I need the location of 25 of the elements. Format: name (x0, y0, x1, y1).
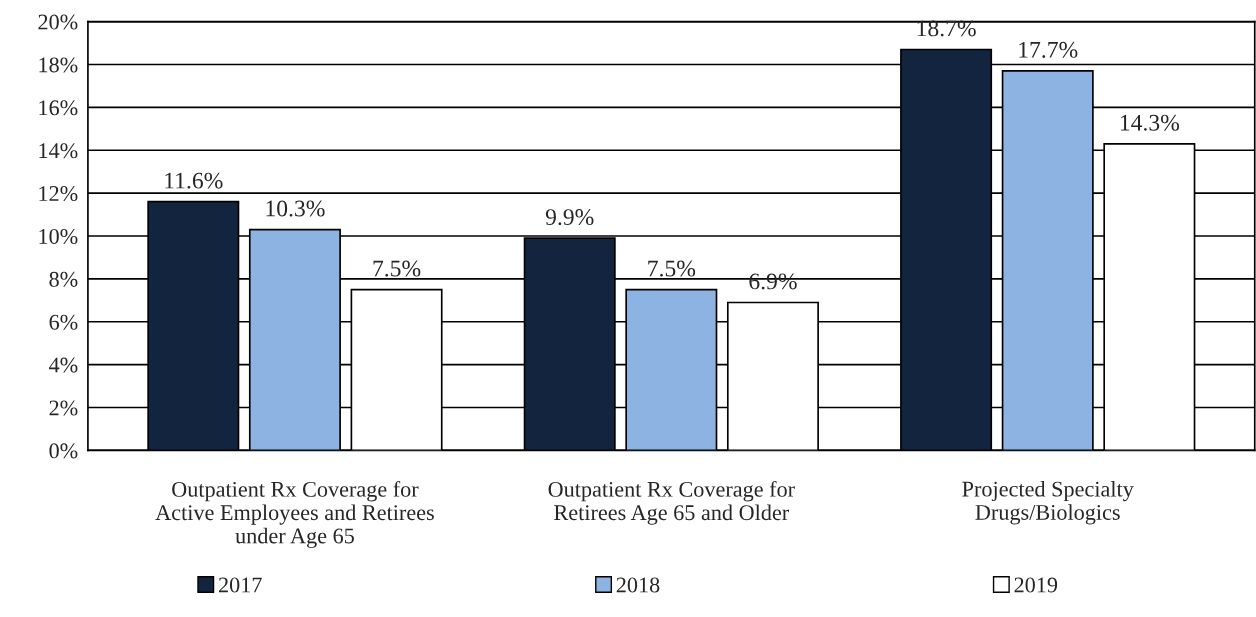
data-label: 18.7% (917, 20, 976, 37)
data-label: 14.3% (1120, 114, 1180, 131)
y-tick-label: 18% (39, 57, 78, 73)
y-tick-label: 6% (49, 314, 78, 330)
legend-label: 2017 (218, 577, 262, 593)
y-tick-label: 14% (39, 143, 78, 159)
data-label: 7.5% (648, 260, 696, 277)
x-tick-label: Outpatient Rx Coverage for Retirees Age 65 and Older (548, 480, 795, 525)
y-tick-label: 16% (39, 100, 78, 116)
data-label: 7.5% (373, 260, 421, 277)
y-tick-label: 0% (49, 443, 78, 459)
y-tick-label: 12% (39, 186, 78, 202)
data-label: 10.3% (266, 200, 325, 217)
data-label: 17.7% (1019, 41, 1078, 58)
legend-label: 2018 (616, 577, 660, 593)
legend-label: 2019 (1014, 577, 1058, 593)
x-tick-label: Projected Specialty Drugs/Biologics (962, 480, 1134, 525)
y-tick-label: 20% (38, 14, 78, 30)
data-label: 11.6% (165, 172, 223, 189)
y-tick-label: 4% (49, 357, 78, 373)
x-tick-label: Outpatient Rx Coverage for Active Employees and Retirees under Age 65 (155, 480, 434, 549)
data-label: 9.9% (545, 209, 594, 226)
y-tick-label: 10% (39, 228, 78, 244)
y-tick-label: 2% (49, 400, 78, 416)
y-tick-label: 8% (49, 271, 78, 287)
